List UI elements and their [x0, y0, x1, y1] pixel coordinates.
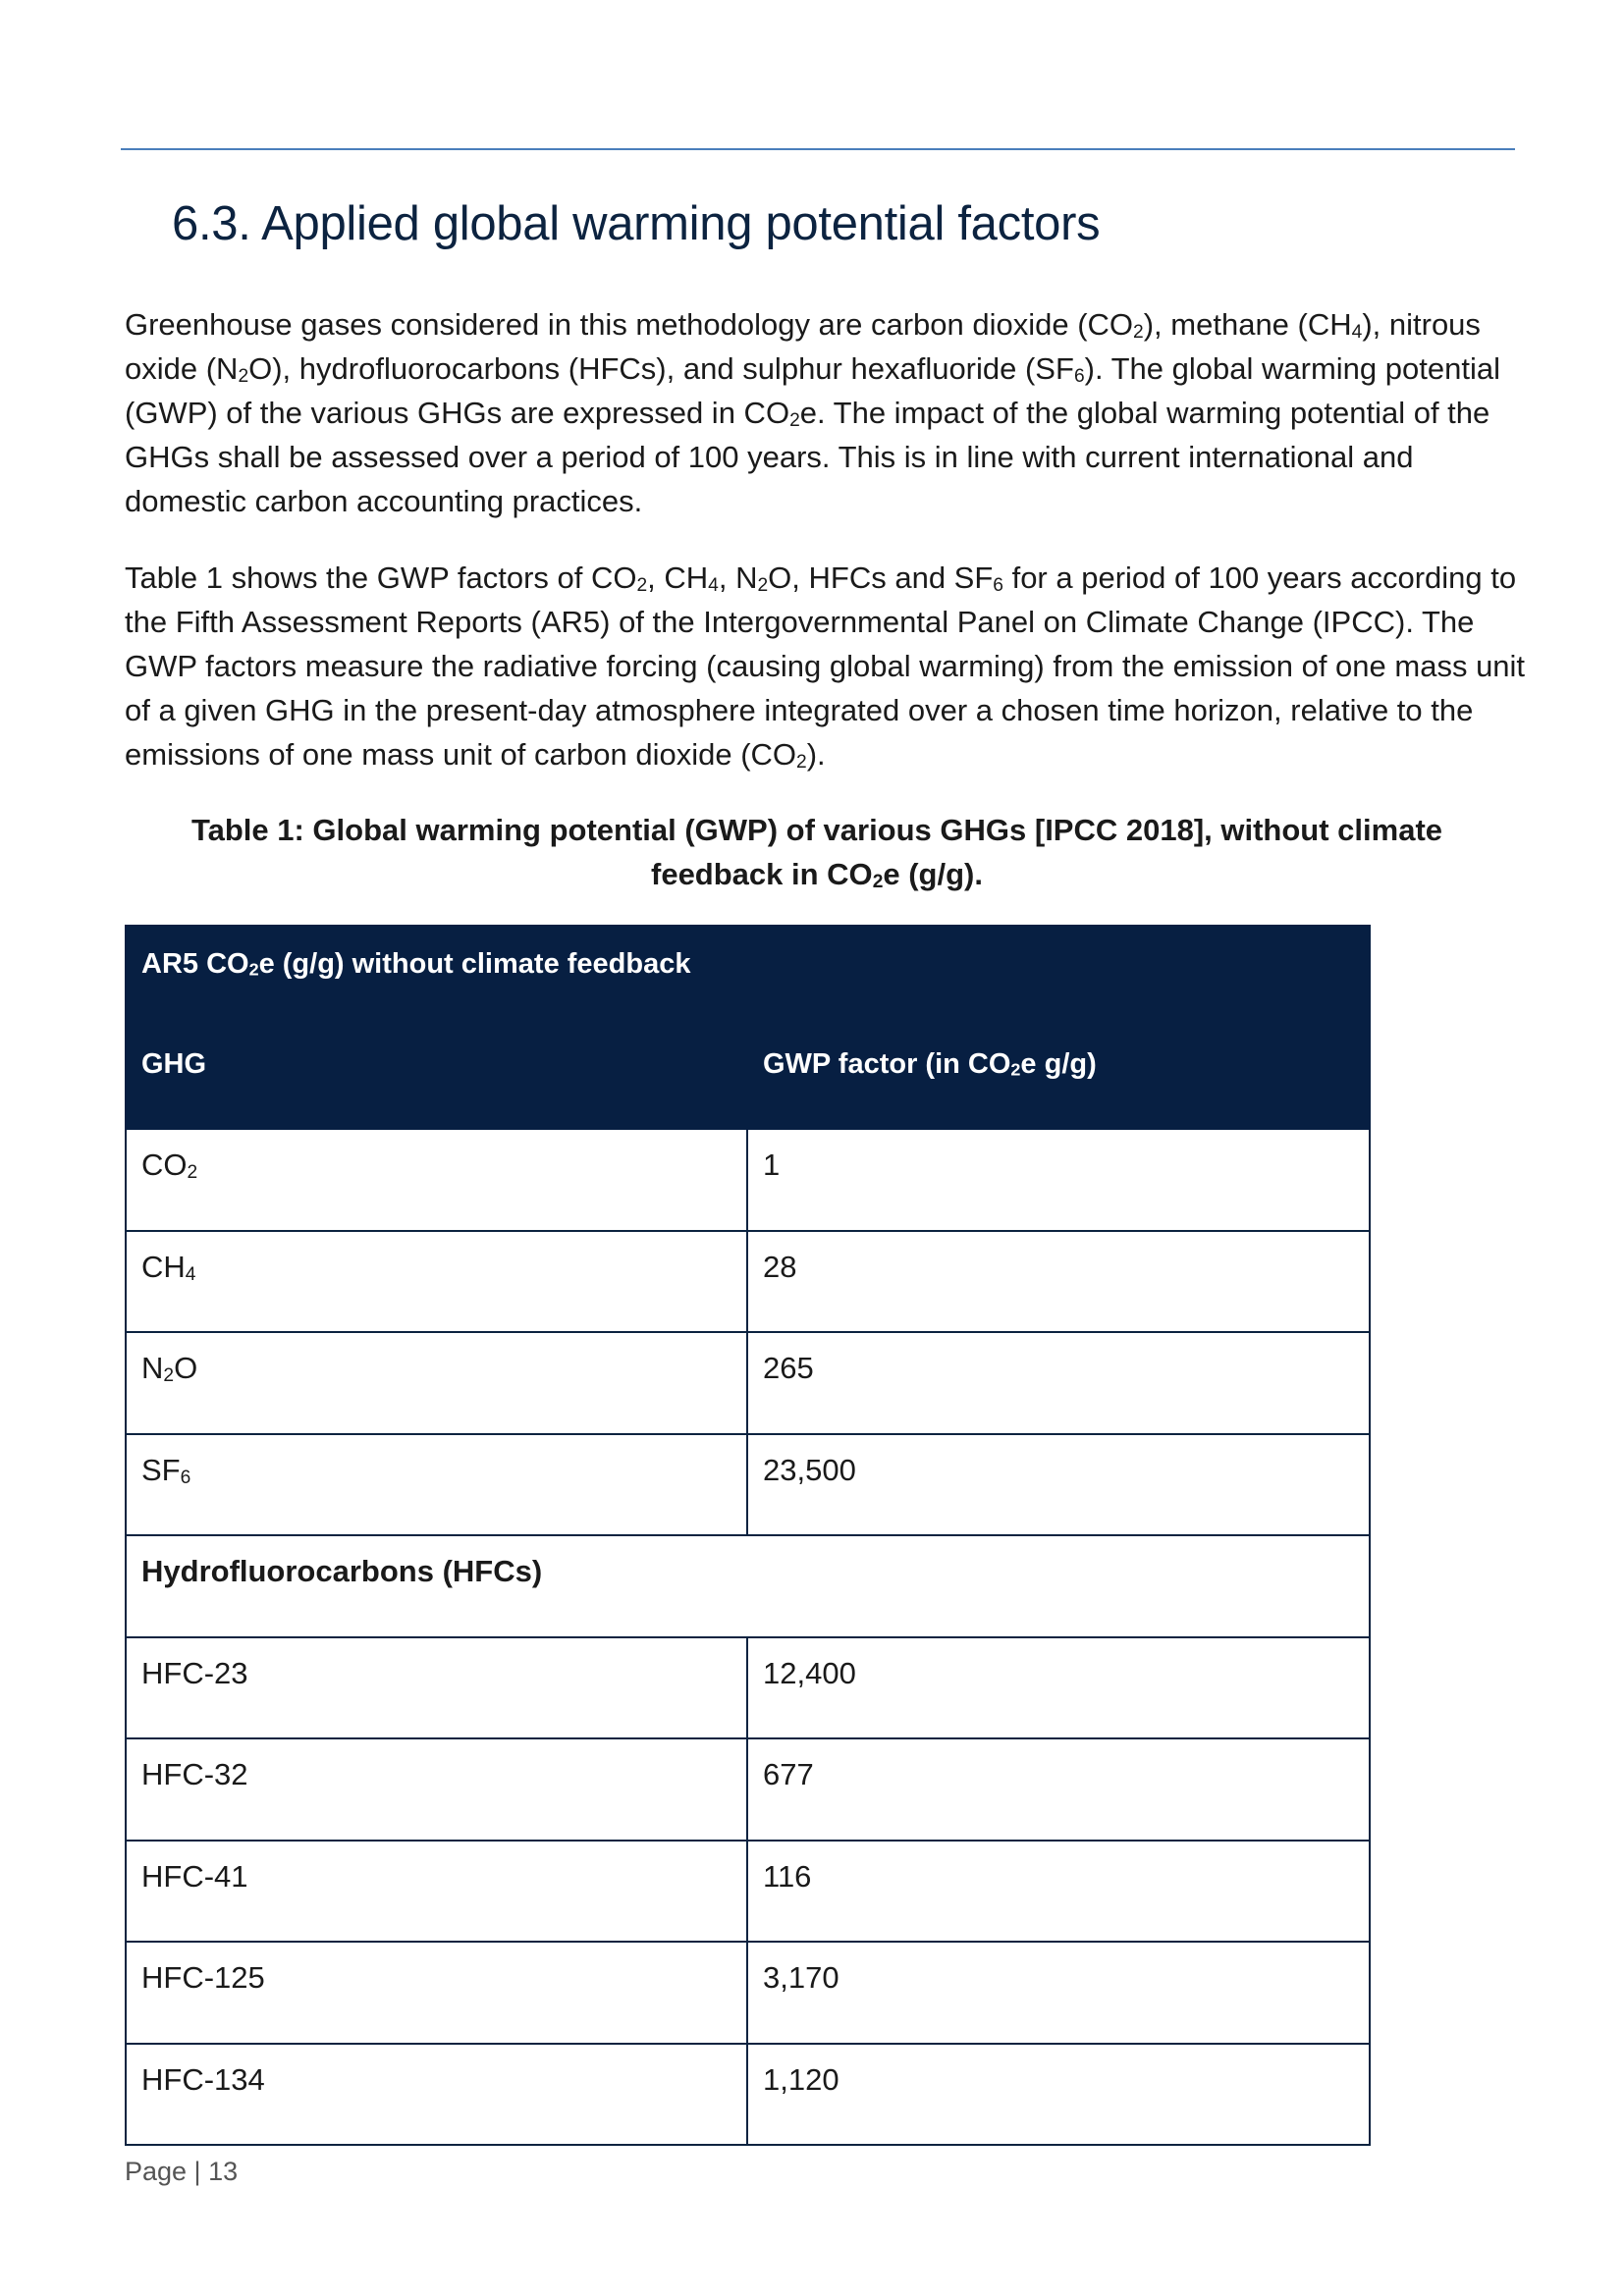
- header-rule: [121, 148, 1515, 150]
- gwp-value-cell: 23,500: [746, 1432, 1371, 1536]
- table-row: N2O 265: [125, 1331, 1371, 1435]
- table-row: CH4 28: [125, 1229, 1371, 1333]
- gwp-value-cell: 116: [746, 1839, 1371, 1943]
- gas-cell: HFC-32: [125, 1737, 748, 1842]
- gwp-value-cell: 677: [746, 1737, 1371, 1842]
- gwp-value-cell: 265: [746, 1331, 1371, 1435]
- column-header-ghg: GHG: [125, 1025, 748, 1130]
- gas-cell: HFC-125: [125, 1941, 748, 2045]
- paragraph-2: Table 1 shows the GWP factors of CO2, CH…: [125, 561, 1526, 773]
- gas-cell: CH4: [125, 1229, 748, 1333]
- gas-cell: CO2: [125, 1128, 748, 1232]
- table-row: SF6 23,500: [125, 1432, 1371, 1536]
- group-row: Hydrofluorocarbons (HFCs): [125, 1534, 1371, 1638]
- page-number: Page | 13: [125, 2157, 239, 2186]
- gas-cell: N2O: [125, 1331, 748, 1435]
- table-title-row: AR5 CO2e (g/g) without climate feedback: [125, 925, 1371, 1027]
- table-caption: Table 1: Global warming potential (GWP) …: [190, 813, 1443, 892]
- paragraph-1: Greenhouse gases considered in this meth…: [125, 307, 1500, 518]
- table-row: CO2 1: [125, 1128, 1371, 1232]
- gwp-value-cell: 1,120: [746, 2042, 1371, 2146]
- table-row: HFC-125 3,170: [125, 1941, 1371, 2045]
- gwp-value-cell: 1: [746, 1128, 1371, 1232]
- table-row: HFC-32 677: [125, 1737, 1371, 1842]
- gwp-value-cell: 12,400: [746, 1635, 1371, 1739]
- table-row: HFC-41 116: [125, 1839, 1371, 1943]
- table-title: AR5 CO2e (g/g) without climate feedback: [125, 925, 1371, 1027]
- column-header-gwp: GWP factor (in CO2e g/g): [746, 1025, 1371, 1130]
- gas-cell: HFC-134: [125, 2042, 748, 2146]
- group-label: Hydrofluorocarbons (HFCs): [125, 1534, 1371, 1638]
- gas-cell: SF6: [125, 1432, 748, 1536]
- gas-cell: HFC-41: [125, 1839, 748, 1943]
- gwp-table: AR5 CO2e (g/g) without climate feedback …: [125, 925, 1371, 2146]
- gwp-value-cell: 28: [746, 1229, 1371, 1333]
- gwp-value-cell: 3,170: [746, 1941, 1371, 2045]
- table-row: HFC-23 12,400: [125, 1635, 1371, 1739]
- section-heading: 6.3. Applied global warming potential fa…: [172, 197, 1101, 250]
- table-header-row: GHG GWP factor (in CO2e g/g): [125, 1025, 1371, 1130]
- gas-cell: HFC-23: [125, 1635, 748, 1739]
- table-row: HFC-134 1,120: [125, 2042, 1371, 2146]
